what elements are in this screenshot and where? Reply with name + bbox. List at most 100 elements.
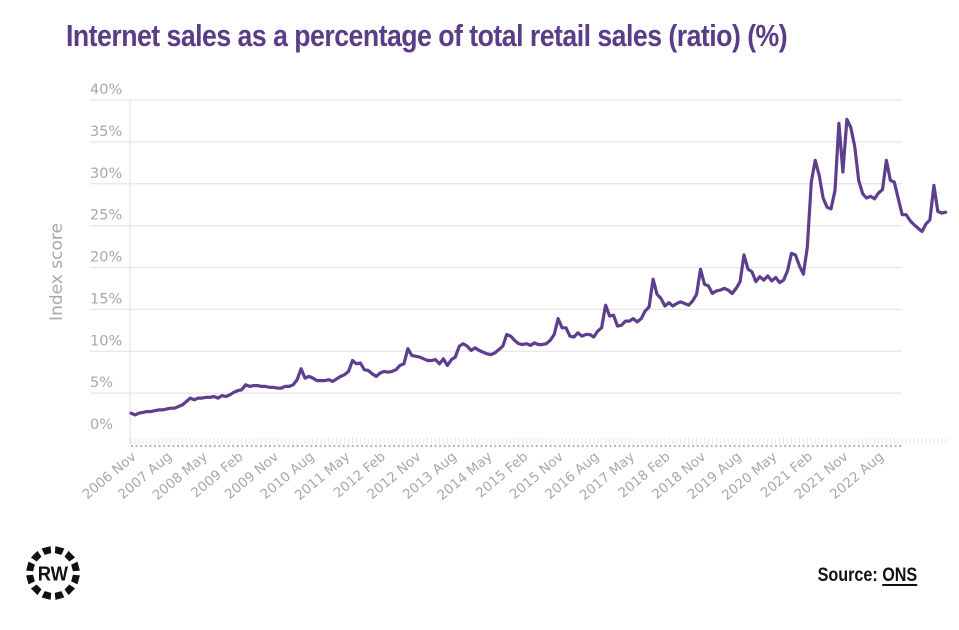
data-point (830, 208, 832, 210)
data-point (703, 283, 705, 285)
data-point (280, 387, 282, 389)
data-point (846, 118, 848, 120)
y-tick-label: 35% (90, 124, 122, 140)
data-point (426, 359, 428, 361)
data-point (454, 356, 456, 358)
data-point (652, 278, 654, 280)
data-point (771, 280, 773, 282)
data-point (181, 404, 183, 406)
data-point (442, 358, 444, 360)
data-point (415, 355, 417, 357)
data-point (869, 195, 871, 197)
y-tick-label: 40% (90, 82, 122, 98)
y-tick-label: 30% (90, 166, 122, 182)
data-point (173, 407, 175, 409)
data-point (478, 349, 480, 351)
y-axis-ticks: 0% 5% 10% 15% 20% 25% 30% 35% 40% (90, 82, 122, 433)
y-tick-label: 0% (90, 417, 113, 433)
data-point (462, 343, 464, 345)
logo-ring-segment (64, 584, 76, 596)
logo-ring-segment (41, 591, 52, 600)
data-point (711, 292, 713, 294)
data-point (573, 336, 575, 338)
data-point (941, 212, 943, 214)
data-point (260, 385, 262, 387)
data-point (450, 358, 452, 360)
data-point (581, 335, 583, 337)
data-point (363, 369, 365, 371)
data-point (272, 386, 274, 388)
data-point (150, 410, 152, 412)
data-point (739, 281, 741, 283)
data-point (446, 364, 448, 366)
data-point (664, 305, 666, 307)
data-point (945, 211, 947, 213)
data-point (775, 276, 777, 278)
data-point (510, 335, 512, 337)
data-point (355, 363, 357, 365)
data-point (490, 353, 492, 355)
data-point (735, 287, 737, 289)
data-point (189, 397, 191, 399)
data-point (695, 293, 697, 295)
series-line (129, 117, 948, 417)
data-point (751, 271, 753, 273)
y-tick-label: 25% (90, 208, 122, 224)
data-point (672, 305, 674, 307)
data-point (494, 352, 496, 354)
logo-ring-segment (30, 550, 42, 562)
data-point (292, 384, 294, 386)
data-point (778, 281, 780, 283)
source-link[interactable]: ONS (881, 565, 917, 586)
data-point (561, 327, 563, 329)
data-point (929, 219, 931, 221)
data-point (707, 285, 709, 287)
data-point (545, 343, 547, 345)
data-point (937, 210, 939, 212)
data-point (193, 399, 195, 401)
data-point (482, 351, 484, 353)
data-point (810, 181, 812, 183)
logo-text: RW (38, 564, 69, 586)
data-point (656, 293, 658, 295)
data-point (347, 370, 349, 372)
data-point (798, 265, 800, 267)
logo-ring-segment (41, 546, 52, 555)
data-point (569, 335, 571, 337)
data-point (909, 219, 911, 221)
data-point (873, 198, 875, 200)
data-point (767, 275, 769, 277)
data-point (600, 327, 602, 329)
data-point (925, 223, 927, 225)
logo-ring-segment (26, 574, 35, 585)
data-point (221, 394, 223, 396)
data-point (913, 224, 915, 226)
y-tick-label: 20% (90, 250, 122, 266)
data-point (379, 372, 381, 374)
data-point (660, 297, 662, 299)
data-point (858, 179, 860, 181)
data-point (521, 343, 523, 345)
y-axis-label: Index score (47, 223, 67, 321)
data-point (862, 193, 864, 195)
data-point (818, 174, 820, 176)
data-point (371, 373, 373, 375)
data-point (470, 349, 472, 351)
data-point (597, 330, 599, 332)
data-point (897, 198, 899, 200)
data-point (517, 343, 519, 345)
data-point (537, 343, 539, 345)
data-point (395, 369, 397, 371)
data-point (893, 181, 895, 183)
data-point (367, 369, 369, 371)
data-point (901, 214, 903, 216)
data-point (169, 407, 171, 409)
chart-title: Internet sales as a percentage of total … (66, 18, 788, 53)
data-point (684, 302, 686, 304)
data-point (834, 189, 836, 191)
data-point (782, 279, 784, 281)
data-point (794, 254, 796, 256)
data-point (565, 327, 567, 329)
data-point (691, 300, 693, 302)
